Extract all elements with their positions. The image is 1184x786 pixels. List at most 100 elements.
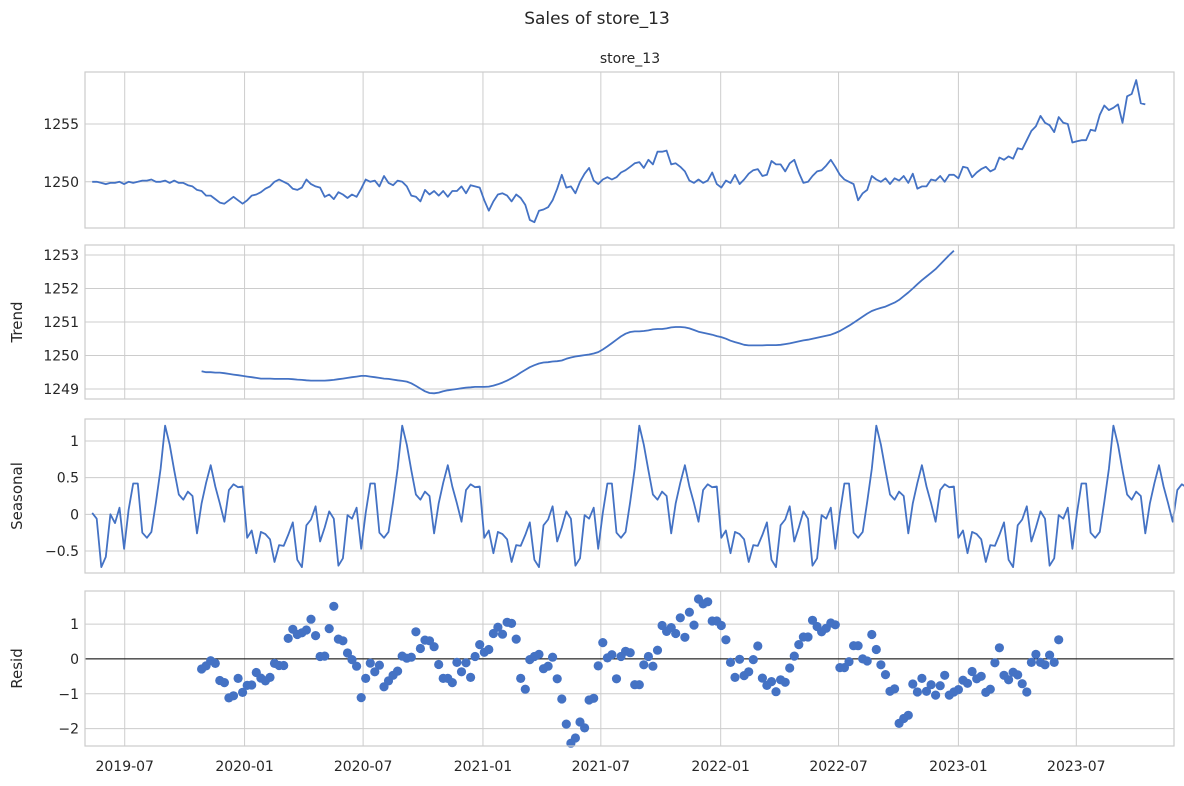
seasonal-ytick-label: 0 — [70, 507, 79, 523]
resid-point — [548, 652, 558, 662]
resid-point — [543, 661, 553, 671]
seasonal-panel: −0.5 0 0.5 1 Seasonal — [8, 418, 1184, 574]
resid-point — [593, 661, 603, 671]
seasonal-ytick-label: −0.5 — [45, 544, 79, 560]
resid-point — [735, 654, 745, 664]
resid-point — [352, 661, 362, 671]
resid-point — [985, 684, 995, 694]
x-tick-label: 2021-07 — [572, 759, 631, 775]
resid-point — [456, 667, 467, 677]
x-tick-label: 2023-07 — [1047, 759, 1106, 775]
resid-point — [625, 648, 635, 658]
resid-ytick-label: −2 — [58, 722, 79, 738]
resid-point — [994, 643, 1005, 653]
resid-point — [470, 651, 480, 662]
resid-point — [233, 673, 243, 684]
resid-point — [589, 693, 599, 703]
seasonal-ylabel: Seasonal — [8, 462, 26, 530]
trend-ytick-label: 1253 — [43, 248, 79, 264]
resid-point — [1054, 635, 1064, 645]
resid-point — [639, 660, 649, 670]
resid-point — [780, 677, 790, 687]
figure-title: Sales of store_13 — [524, 9, 670, 29]
resid-point — [794, 640, 804, 650]
x-tick-label: 2021-01 — [454, 759, 513, 775]
trend-panel: 1249 1250 1251 1252 1253 Trend — [8, 244, 1175, 400]
resid-point — [320, 651, 330, 661]
resid-point — [675, 613, 685, 623]
resid-point — [374, 660, 384, 670]
x-tick-label: 2022-01 — [691, 759, 750, 775]
resid-point — [534, 649, 544, 660]
resid-point — [516, 673, 526, 684]
trend-ytick-label: 1250 — [43, 348, 79, 364]
resid-point — [862, 656, 872, 666]
resid-ytick-label: 0 — [70, 652, 79, 668]
resid-point — [803, 632, 813, 642]
x-axis-ticks: 2019-07 2020-01 2020-07 2021-01 2021-07 2022-… — [95, 759, 1105, 775]
resid-point — [940, 670, 950, 680]
resid-point — [684, 607, 695, 617]
resid-point — [342, 648, 353, 658]
resid-point — [347, 655, 357, 665]
resid-point — [844, 657, 854, 667]
resid-point — [771, 687, 781, 697]
resid-point — [265, 672, 275, 683]
resid-point — [338, 636, 348, 646]
resid-point — [967, 666, 977, 677]
seasonal-ytick-label: 0.5 — [57, 471, 79, 487]
resid-point — [507, 618, 517, 629]
resid-point — [228, 691, 239, 701]
resid-point — [1040, 660, 1050, 670]
resid-point — [634, 680, 644, 690]
resid-point — [461, 658, 471, 668]
resid-point — [867, 629, 877, 640]
resid-point — [953, 685, 964, 695]
panels: 1250 1255 1249 1250 1251 1252 1253 Trend −0.5 0 0.… — [8, 71, 1184, 748]
resid-point — [976, 671, 986, 681]
resid-point — [880, 670, 891, 680]
resid-point — [361, 673, 371, 684]
resid-point — [365, 658, 375, 668]
resid-point — [561, 719, 571, 729]
resid-point — [716, 620, 726, 631]
x-tick-label: 2020-07 — [334, 759, 393, 775]
resid-point — [890, 684, 900, 694]
resid-point — [748, 655, 758, 665]
resid-ylabel: Resid — [8, 648, 26, 688]
resid-point — [447, 678, 457, 688]
resid-point — [730, 672, 740, 683]
resid-point — [703, 597, 713, 607]
resid-point — [1017, 679, 1027, 689]
resid-point — [238, 687, 248, 698]
resid-point — [475, 640, 485, 650]
observed-panel-title: store_13 — [600, 51, 660, 67]
trend-ytick-label: 1249 — [43, 382, 79, 398]
observed-frame — [84, 71, 1175, 229]
resid-point — [1045, 650, 1055, 660]
resid-point — [511, 634, 521, 644]
trend-ytick-label: 1252 — [43, 282, 79, 298]
resid-point — [324, 624, 334, 634]
resid-point — [497, 629, 508, 639]
resid-point — [1026, 657, 1036, 668]
resid-point — [876, 660, 886, 670]
trend-line — [201, 250, 955, 395]
resid-point — [411, 627, 421, 637]
resid-point — [652, 645, 663, 655]
resid-point — [306, 614, 316, 624]
resid-point — [926, 680, 936, 690]
resid-point — [466, 672, 476, 683]
resid-point — [1004, 675, 1014, 685]
resid-point — [1049, 657, 1059, 668]
seasonal-frame — [84, 418, 1175, 574]
resid-point — [283, 633, 293, 644]
resid-point — [908, 679, 918, 689]
x-tick-label: 2019-07 — [95, 759, 154, 775]
resid-point — [766, 677, 777, 687]
resid-point — [757, 673, 768, 683]
resid-point — [921, 686, 932, 696]
resid-point — [329, 601, 339, 611]
resid-point — [917, 673, 927, 684]
resid-point — [393, 666, 403, 676]
